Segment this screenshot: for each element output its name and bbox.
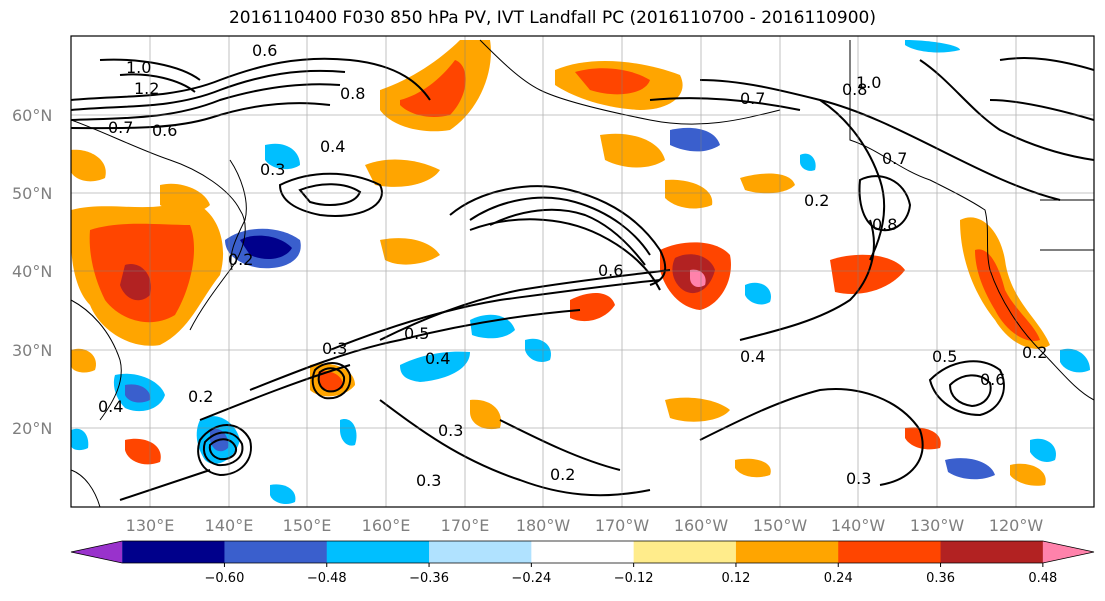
colorbar-tick-label: −0.36 <box>409 571 449 586</box>
contour-label: 1.0 <box>126 58 151 77</box>
contour-label: 0.6 <box>598 261 623 280</box>
colorbar-segment <box>940 541 1044 563</box>
contour-label: 0.3 <box>322 339 347 358</box>
lon-label: 140°E <box>205 516 254 535</box>
colorbar-tick-label: −0.48 <box>307 571 347 586</box>
colorbar-segment <box>633 541 737 563</box>
contour-label: 0.8 <box>872 215 897 234</box>
colorbar-tick-label: 0.12 <box>721 571 750 586</box>
lon-label: 150°E <box>283 516 332 535</box>
lat-label: 60°N <box>12 106 52 125</box>
lon-label: 130°E <box>126 516 175 535</box>
colorbar-tick-label: 0.24 <box>824 571 853 586</box>
contour-label: 0.6 <box>152 121 177 140</box>
colorbar-tick-label: 0.36 <box>926 571 955 586</box>
colorbar-tick-label: −0.12 <box>614 571 654 586</box>
colorbar-segment <box>531 541 635 563</box>
contour-label: 0.8 <box>340 84 365 103</box>
lon-label: 170°E <box>441 516 490 535</box>
colorbar-segment <box>735 541 839 563</box>
colorbar-extend-low <box>71 541 123 563</box>
colorbar <box>70 540 1095 564</box>
colorbar-segment <box>224 541 328 563</box>
colorbar-segment <box>326 541 430 563</box>
contour-label: 0.2 <box>228 250 253 269</box>
contour-label: 0.4 <box>320 137 345 156</box>
lon-label: 130°W <box>910 516 965 535</box>
lon-label: 150°W <box>753 516 808 535</box>
colorbar-tick-label: −0.60 <box>205 571 245 586</box>
contour-label: 1.0 <box>856 73 881 92</box>
colorbar-segment <box>429 541 532 563</box>
lon-label: 160°E <box>362 516 411 535</box>
contour-label: 0.2 <box>550 465 575 484</box>
pv-anomaly-fills <box>71 40 1090 505</box>
contour-label: 0.3 <box>438 421 463 440</box>
colorbar-tick-label: 0.48 <box>1028 571 1057 586</box>
map-frame <box>70 35 1095 508</box>
contour-label: 0.3 <box>260 160 285 179</box>
contour-label: 0.4 <box>98 397 123 416</box>
contour-label: 0.8 <box>842 80 867 99</box>
lon-label: 180°W <box>516 516 571 535</box>
contour-label: 0.3 <box>846 469 871 488</box>
colorbar-outline <box>70 540 1095 564</box>
contour-labels: 1.0 1.2 0.7 0.6 0.8 0.3 0.4 0.6 0.2 0.6 … <box>98 41 1047 490</box>
lat-label: 40°N <box>12 262 52 281</box>
contour-label: 0.7 <box>108 118 133 137</box>
contour-label: 0.5 <box>404 324 429 343</box>
contour-label: 0.5 <box>932 347 957 366</box>
lat-label: 20°N <box>12 419 52 438</box>
contour-label: 0.2 <box>804 191 829 210</box>
contour-label: 0.6 <box>252 41 277 60</box>
colorbar-segment <box>838 541 942 563</box>
gridlines <box>71 36 1094 507</box>
coastlines <box>71 39 1094 507</box>
latitude-labels: 60°N 50°N 40°N 30°N 20°N <box>12 106 52 438</box>
contour-label: 0.2 <box>1022 343 1047 362</box>
map-title: 2016110400 F030 850 hPa PV, IVT Landfall… <box>228 8 876 28</box>
longitude-labels: 130°E 140°E 150°E 160°E 170°E 180°W 170°… <box>126 516 1044 535</box>
contour-label: 0.2 <box>188 387 213 406</box>
lon-label: 140°W <box>831 516 886 535</box>
colorbar-segment <box>122 541 225 563</box>
lat-label: 50°N <box>12 184 52 203</box>
lon-label: 170°W <box>595 516 650 535</box>
colorbar-ticks: −0.60 −0.48 −0.36 −0.24 −0.12 0.12 0.24 0.36 0.4… <box>205 563 1057 586</box>
contour-label: 0.7 <box>740 89 765 108</box>
colorbar-extend-high <box>1042 541 1094 563</box>
pv-contours <box>71 57 1094 501</box>
contour-label: 0.6 <box>980 370 1005 389</box>
contour-label: 0.7 <box>882 149 907 168</box>
lon-label: 160°W <box>674 516 729 535</box>
lon-label: 120°W <box>989 516 1044 535</box>
contour-label: 0.4 <box>740 347 765 366</box>
lat-label: 30°N <box>12 341 52 360</box>
contour-label: 0.3 <box>416 471 441 490</box>
colorbar-tick-label: −0.24 <box>511 571 551 586</box>
contour-label: 1.2 <box>134 79 159 98</box>
contour-label: 0.4 <box>425 349 450 368</box>
